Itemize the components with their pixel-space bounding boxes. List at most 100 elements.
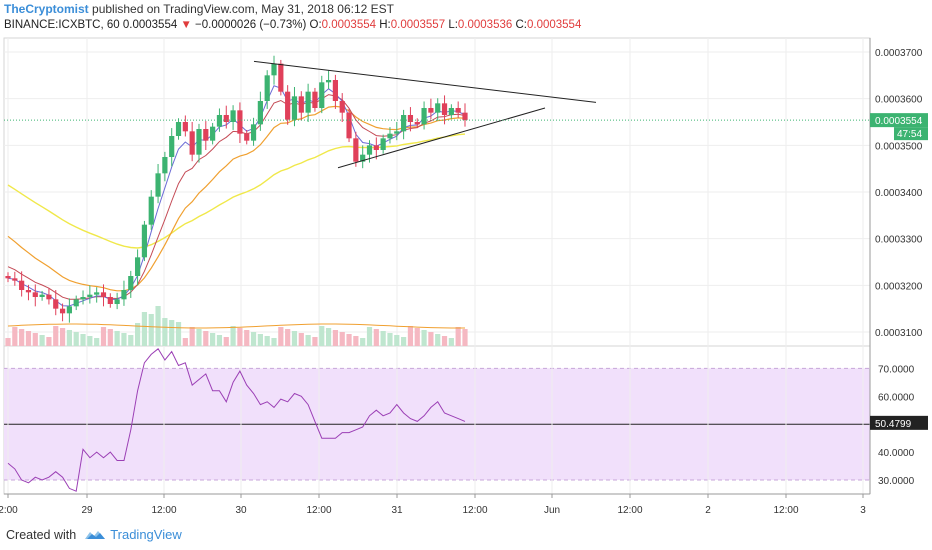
last-price: 0.0003554	[122, 19, 178, 31]
volume-bar	[455, 327, 461, 346]
volume-bar	[80, 334, 86, 346]
rsi-tick-label: 70.0000	[878, 364, 915, 375]
candle-down	[12, 278, 18, 281]
candle-up	[114, 299, 120, 304]
volume-bar	[387, 333, 393, 346]
candle-up	[360, 154, 366, 162]
volume-bar	[39, 335, 45, 346]
volume-bar	[407, 326, 414, 346]
close-value: 0.0003554	[526, 19, 582, 31]
open-value: 0.0003554	[321, 19, 377, 31]
candle-up	[94, 292, 100, 295]
volume-bar	[162, 318, 168, 346]
symbol-label: BINANCE:ICXBTC, 60	[4, 19, 120, 31]
price-tick-label: 0.0003200	[875, 281, 923, 292]
volume-bar	[360, 338, 366, 346]
volume-bar	[285, 329, 291, 346]
candle-down	[107, 297, 113, 304]
candle-down	[339, 101, 345, 113]
candle-down	[189, 131, 195, 155]
price-change: −0.0000026 (−0.73%)	[195, 19, 307, 31]
high-value: 0.0003557	[390, 19, 446, 31]
time-tick-label: 12:00	[617, 505, 642, 516]
volume-bar	[100, 327, 107, 346]
candle-down	[353, 138, 359, 162]
candle-up	[250, 124, 257, 141]
candle-up	[271, 63, 277, 76]
volume-bar	[257, 334, 263, 346]
current-rsi-tag	[870, 415, 928, 430]
volume-bar	[175, 322, 182, 346]
time-tick-label: 29	[81, 505, 93, 516]
candle-down	[298, 96, 304, 113]
time-tick-label: 30	[235, 505, 247, 516]
volume-bar	[332, 330, 339, 346]
candle-down	[312, 91, 318, 108]
volume-bar	[53, 326, 59, 346]
volume-bar	[134, 323, 141, 346]
volume-bar	[298, 333, 304, 346]
candle-up	[155, 173, 161, 197]
candle-up	[325, 80, 332, 83]
candle-down	[346, 112, 352, 139]
volume-bar	[223, 337, 229, 346]
price-tick-label: 0.0003400	[875, 188, 923, 199]
candle-up	[291, 96, 298, 120]
candle-down	[407, 115, 414, 122]
volume-bar	[114, 331, 120, 346]
time-tick-label: Jun	[544, 505, 560, 516]
candle-down	[53, 299, 59, 309]
candle-up	[366, 145, 373, 155]
candle-up	[264, 75, 270, 101]
ma-fast-line	[7, 85, 466, 307]
volume-bar	[264, 336, 270, 346]
candle-up	[210, 126, 216, 141]
volume-bar	[394, 335, 400, 346]
candle-down	[285, 91, 291, 120]
volume-bar	[441, 336, 448, 346]
candle-down	[428, 108, 434, 113]
volume-bar	[5, 338, 11, 346]
ma-mid-line	[7, 105, 466, 292]
candle-down	[462, 112, 468, 121]
price-tick-label: 0.0003500	[875, 141, 923, 152]
price-chart[interactable]: 2:00 29 12:00 30 12:00 31 12:00 Jun 12:00 2 12:00 3…	[0, 0, 932, 520]
volume-bar	[73, 332, 79, 346]
candle-down	[46, 294, 52, 300]
volume-bar	[339, 332, 345, 346]
volume-bar	[366, 327, 373, 346]
time-tick-label: 2	[705, 505, 711, 516]
candle-up	[66, 306, 72, 314]
candle-down	[455, 108, 461, 113]
volume-bar	[94, 338, 100, 346]
volume-ma-line	[7, 323, 465, 329]
volume-bar	[271, 338, 277, 346]
high-label: H:	[379, 19, 391, 31]
change-down-icon: ▼	[180, 19, 192, 31]
candle-down	[5, 276, 11, 279]
volume-bar	[25, 331, 32, 346]
volume-bar	[12, 327, 18, 346]
candle-down	[441, 103, 448, 115]
volume-bar	[462, 329, 468, 346]
candle-up	[134, 257, 141, 276]
volume-bar	[291, 331, 298, 346]
author-link[interactable]: TheCryptomist	[4, 2, 89, 16]
low-value: 0.0003536	[457, 19, 513, 31]
rsi-tick-label: 40.0000	[878, 448, 915, 459]
tradingview-brand[interactable]: TradingView	[110, 527, 182, 542]
candle-down	[182, 122, 188, 132]
candle-up	[257, 101, 263, 125]
upper-trendline	[253, 60, 597, 103]
rsi-tick-label: 60.0000	[878, 392, 915, 403]
candle-down	[32, 292, 38, 297]
countdown-label: 47:54	[897, 129, 922, 140]
current-rsi-label: 50.4799	[875, 419, 912, 430]
volume-bar	[380, 331, 386, 346]
volume-bar	[216, 335, 223, 346]
volume-bar	[250, 332, 257, 346]
volume-bar	[353, 336, 359, 346]
volume-bar	[210, 333, 216, 346]
time-tick-label: 12:00	[151, 505, 176, 516]
time-tick-label: 31	[391, 505, 403, 516]
